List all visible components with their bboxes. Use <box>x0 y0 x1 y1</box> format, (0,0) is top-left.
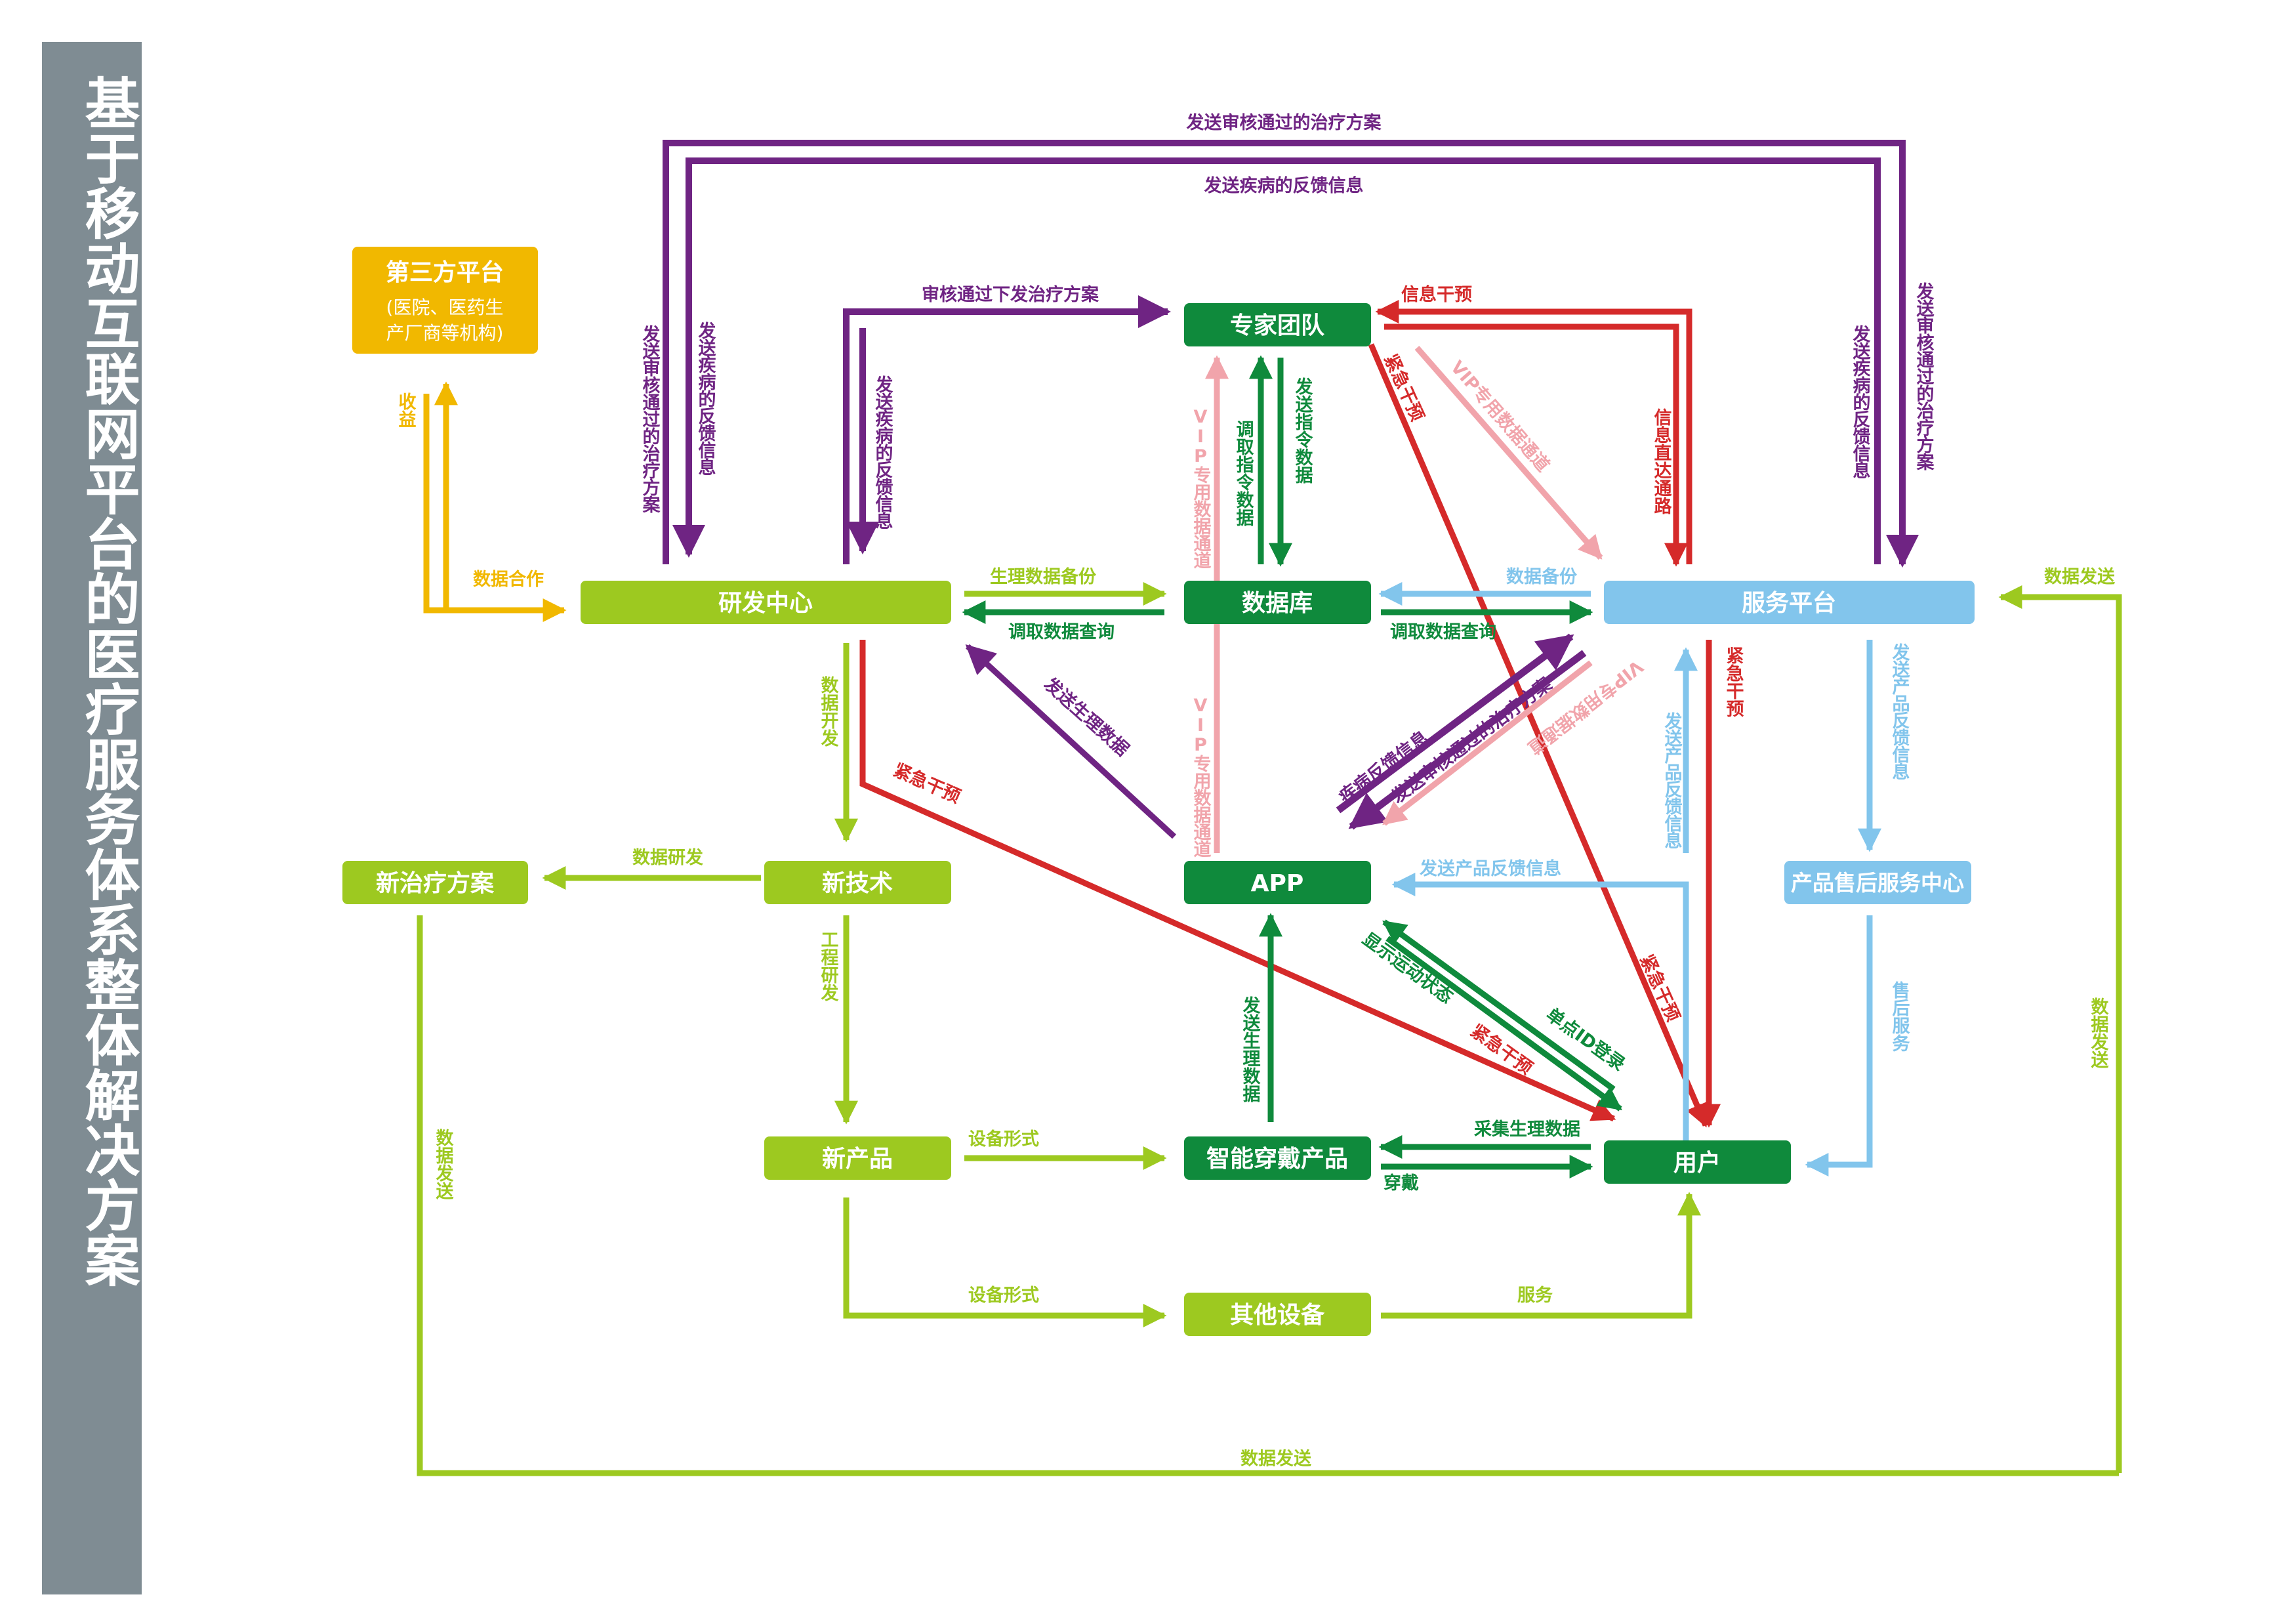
third-party-sub1: (医院、医药生 <box>386 297 504 318</box>
edge-emergency-expert <box>1368 343 1709 1128</box>
connectors <box>417 140 2122 1476</box>
label-collect-physio: 采集生理数据 <box>1474 1119 1580 1140</box>
service-platform-node[interactable]: 服务平台 <box>1604 581 1975 624</box>
label-data-coop: 数据合作 <box>473 569 544 590</box>
label-device-form-1: 设备形式 <box>968 1129 1039 1150</box>
label-revenue: 收益 <box>396 392 417 428</box>
label-vip-db-expert: VIP专用数据通道 <box>1191 407 1212 569</box>
label-top-outer: 发送审核通过的治疗方案 <box>1186 112 1382 133</box>
label-data-backup: 数据备份 <box>1506 567 1577 587</box>
expert-team-node[interactable]: 专家团队 <box>1184 303 1371 346</box>
edge-approved-send <box>843 295 1171 564</box>
new-tech-label: 新技术 <box>822 870 893 897</box>
label-data-send-left: 数据发送 <box>433 1129 455 1200</box>
label-vip-sp: VIP专用数据通道 <box>1524 656 1647 758</box>
edge-emergency-rd <box>859 640 1616 1122</box>
edge-product-feedback <box>1391 873 1689 1158</box>
new-plan-node[interactable]: 新治疗方案 <box>342 861 528 904</box>
label-data-send-bottom: 数据发送 <box>1240 1448 1311 1469</box>
edge-data-send-right <box>1998 585 2122 1473</box>
label-left-inner-v: 发送疾病的反馈信息 <box>695 321 717 476</box>
title-sidebar: 基于移动互联网平台的医疗服务体系整体解决方案 <box>42 42 142 1594</box>
label-send-cmd: 发送指令数据 <box>1292 377 1314 484</box>
wearable-node[interactable]: 智能穿戴产品 <box>1184 1136 1371 1180</box>
other-devices-node[interactable]: 其他设备 <box>1184 1293 1371 1336</box>
label-rd-feedback-v: 发送疾病的反馈信息 <box>872 375 894 530</box>
other-devices-label: 其他设备 <box>1230 1302 1325 1329</box>
wearable-label: 智能穿戴产品 <box>1206 1146 1348 1173</box>
label-right-inner-v: 发送疾病的反馈信息 <box>1850 324 1872 479</box>
label-info-intervene: 信息干预 <box>1401 284 1472 305</box>
service-platform-label: 服务平台 <box>1742 590 1836 617</box>
edge-send-physio-rd <box>965 644 1177 839</box>
edge-single-login <box>1385 936 1622 1112</box>
new-product-node[interactable]: 新产品 <box>764 1136 951 1180</box>
label-data-send-right-v: 数据发送 <box>2088 997 2110 1069</box>
edge-disease-feedback <box>1336 633 1574 814</box>
edge-show-status <box>1382 919 1616 1092</box>
database-node[interactable]: 数据库 <box>1184 581 1371 624</box>
label-data-research: 数据研发 <box>632 847 703 868</box>
label-send-physio: 发送生理数据 <box>1040 673 1134 760</box>
label-approved-send: 审核通过下发治疗方案 <box>922 284 1099 305</box>
label-vip-app: VIP专用数据通道 <box>1191 696 1212 858</box>
label-data-send-right: 数据发送 <box>2044 566 2115 587</box>
edge-top-inner <box>672 157 1881 564</box>
third-party-sub2: 产厂商等机构) <box>386 322 504 344</box>
edge-send-approved-app <box>1348 650 1587 830</box>
user-label: 用户 <box>1673 1150 1721 1176</box>
label-right-outer-v: 发送审核通过的治疗方案 <box>1914 281 1935 470</box>
label-fetch-cmd: 调取指令数据 <box>1233 420 1254 526</box>
label-engineering: 工程研发 <box>818 930 840 1002</box>
label-after-sales-service: 售后服务 <box>1889 980 1910 1052</box>
label-physio-backup: 生理数据备份 <box>990 567 1096 587</box>
edge-top-outer <box>663 140 1919 568</box>
third-party-node[interactable]: 第三方平台 (医院、医药生 产厂商等机构) <box>352 247 538 354</box>
user-node[interactable]: 用户 <box>1604 1140 1791 1184</box>
app-node[interactable]: APP <box>1184 861 1371 904</box>
label-device-form-2: 设备形式 <box>968 1285 1039 1306</box>
new-plan-label: 新治疗方案 <box>376 870 495 897</box>
edge-data-send-bottom <box>417 915 2119 1476</box>
label-top-inner: 发送疾病的反馈信息 <box>1204 175 1364 196</box>
edge-vip-expert <box>1414 346 1603 560</box>
database-label: 数据库 <box>1242 590 1313 617</box>
label-product-feedback-v: 发送产品反馈信息 <box>1662 711 1683 849</box>
label-service: 服务 <box>1517 1285 1553 1306</box>
edge-info-intervene <box>1375 300 1692 564</box>
label-fetch-query-sp: 调取数据查询 <box>1390 622 1496 642</box>
new-tech-node[interactable]: 新技术 <box>764 861 951 904</box>
label-info-direct: 信息直达通路 <box>1651 408 1672 514</box>
label-emergency-user2: 紧急干预 <box>1636 951 1684 1025</box>
label-emergency-sp: 紧急干预 <box>1723 646 1744 717</box>
page-title: 基于移动互联网平台的医疗服务体系整体解决方案 <box>76 75 140 1287</box>
label-fetch-query-rd: 调取数据查询 <box>1008 622 1115 642</box>
label-wear: 穿戴 <box>1384 1173 1419 1194</box>
rd-center-node[interactable]: 研发中心 <box>581 581 951 624</box>
edge-vip-sp <box>1382 660 1593 826</box>
label-vip-expert: VIP专用数据通道 <box>1446 357 1554 476</box>
edge-service <box>1381 1192 1701 1319</box>
label-product-feedback-h: 发送产品反馈信息 <box>1419 858 1561 879</box>
label-send-physio-app: 发送生理数据 <box>1240 995 1261 1102</box>
edge-after-sales-service <box>1805 915 1873 1176</box>
expert-team-label: 专家团队 <box>1230 312 1325 339</box>
app-label: APP <box>1251 870 1304 897</box>
third-party-title: 第三方平台 <box>386 259 504 286</box>
edge-info-direct <box>1384 323 1688 567</box>
new-product-label: 新产品 <box>822 1146 893 1173</box>
after-sales-node[interactable]: 产品售后服务中心 <box>1784 861 1971 904</box>
edge-data-coop-line <box>423 394 567 622</box>
label-left-outer-v: 发送审核通过的治疗方案 <box>640 324 661 513</box>
after-sales-label: 产品售后服务中心 <box>1791 870 1964 896</box>
label-data-dev: 数据开发 <box>818 676 840 747</box>
rd-center-label: 研发中心 <box>718 590 813 617</box>
label-product-feedback-down: 发送产品反馈信息 <box>1889 642 1911 780</box>
edge-device-form-2 <box>843 1197 1167 1327</box>
